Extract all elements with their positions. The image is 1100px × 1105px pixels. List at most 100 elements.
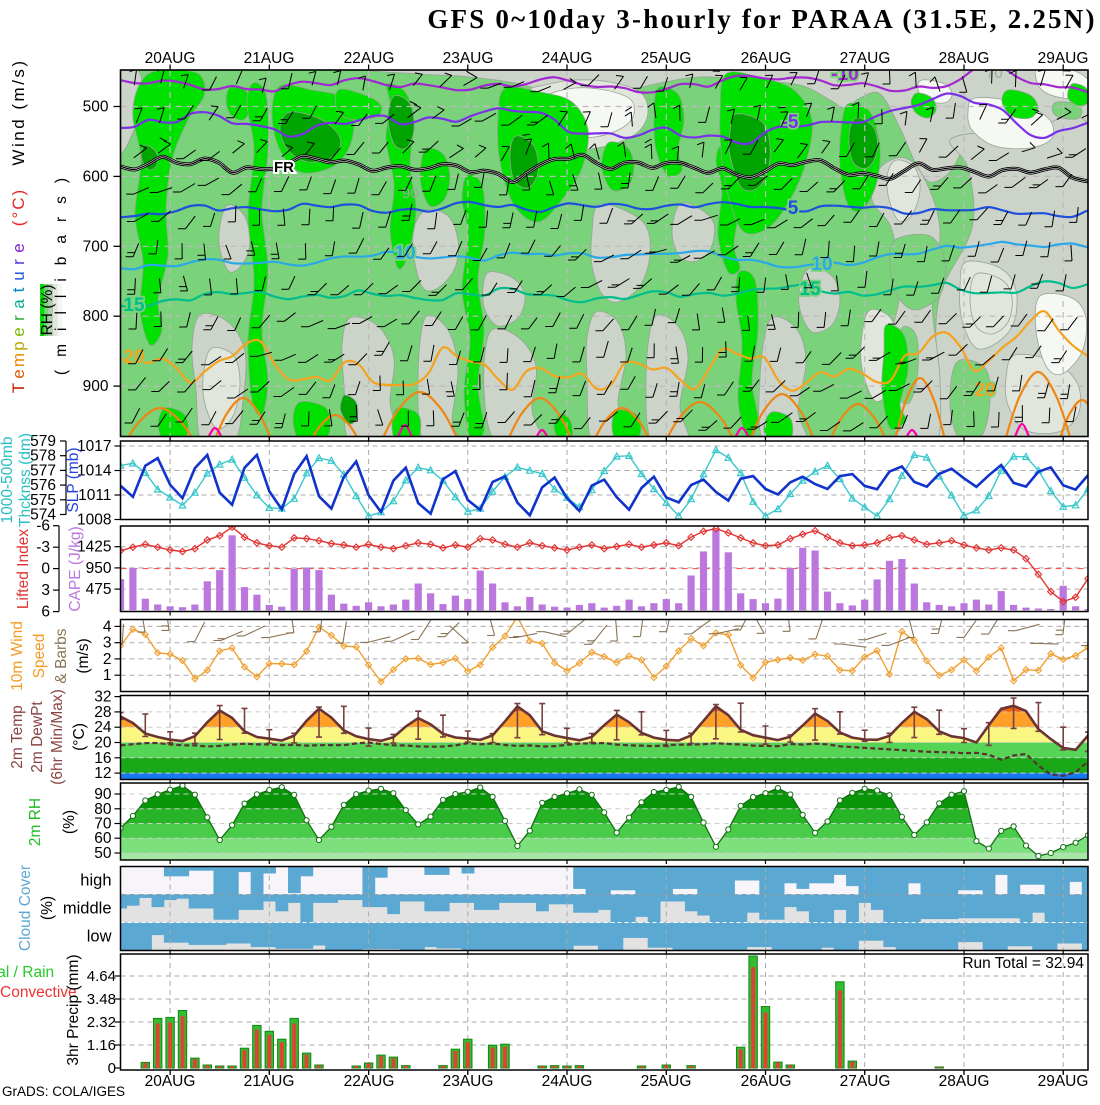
- svg-text:10: 10: [811, 254, 832, 275]
- svg-text:578: 578: [30, 448, 56, 465]
- svg-text:-5: -5: [782, 112, 799, 133]
- svg-text:15: 15: [799, 279, 821, 300]
- svg-text:6: 6: [41, 604, 50, 621]
- svg-text:GrADS: COLA/IGES: GrADS: COLA/IGES: [2, 1084, 125, 1099]
- svg-text:(6hr Min/Max): (6hr Min/Max): [49, 689, 66, 785]
- svg-text:500: 500: [83, 99, 109, 116]
- svg-text:& Barbs: & Barbs: [53, 628, 70, 683]
- svg-text:22AUG: 22AUG: [344, 50, 395, 67]
- svg-text:0: 0: [108, 1060, 116, 1077]
- svg-text:(millibars): (millibars): [53, 165, 70, 375]
- svg-text:1: 1: [103, 667, 112, 684]
- svg-text:10: 10: [394, 243, 415, 264]
- svg-text:Lifted Index: Lifted Index: [15, 529, 32, 609]
- svg-text:90: 90: [402, 185, 419, 202]
- svg-text:1.16: 1.16: [87, 1037, 116, 1054]
- svg-text:Cloud Cover: Cloud Cover: [17, 865, 34, 951]
- svg-text:3.48: 3.48: [87, 991, 116, 1008]
- svg-text:Wind (m/s): Wind (m/s): [9, 58, 28, 165]
- svg-text:3: 3: [41, 582, 50, 599]
- svg-text:t: t: [9, 287, 28, 292]
- svg-text:800: 800: [83, 308, 109, 325]
- svg-text:20AUG: 20AUG: [145, 1073, 196, 1090]
- svg-text:90: 90: [94, 786, 112, 803]
- svg-text:r: r: [9, 259, 28, 265]
- svg-text:32: 32: [94, 689, 111, 706]
- svg-text:(%): (%): [39, 896, 56, 920]
- svg-text:20: 20: [94, 735, 112, 752]
- svg-text:60: 60: [94, 830, 112, 847]
- svg-text:Convective: Convective: [0, 984, 77, 1001]
- svg-text:1008: 1008: [77, 512, 111, 529]
- svg-text:1425: 1425: [77, 539, 111, 556]
- svg-text:12: 12: [94, 765, 111, 782]
- svg-text:70: 70: [986, 65, 1003, 82]
- svg-text:5: 5: [788, 198, 799, 219]
- svg-text:-10: -10: [831, 64, 858, 85]
- svg-text:Run Total = 32.94: Run Total = 32.94: [962, 955, 1084, 972]
- svg-text:a: a: [9, 299, 28, 309]
- svg-text:Thcknss (dm): Thcknss (dm): [17, 433, 34, 527]
- svg-text:900: 900: [83, 378, 109, 395]
- svg-text:e: e: [9, 327, 28, 336]
- svg-text:576: 576: [30, 477, 56, 494]
- svg-text:50: 50: [94, 845, 112, 862]
- svg-text:20AUG: 20AUG: [145, 50, 196, 67]
- svg-text:20: 20: [123, 347, 144, 368]
- svg-text:-3: -3: [36, 539, 50, 556]
- svg-text:22AUG: 22AUG: [344, 1073, 395, 1090]
- svg-text:high: high: [80, 872, 111, 890]
- svg-text:e: e: [9, 369, 28, 378]
- svg-text:Speed: Speed: [31, 634, 48, 679]
- svg-text:-6: -6: [36, 518, 50, 535]
- svg-text:middle: middle: [63, 900, 112, 918]
- svg-text:(°C): (°C): [71, 723, 88, 751]
- svg-text:574: 574: [30, 507, 56, 524]
- svg-text:577: 577: [30, 462, 56, 479]
- svg-text:26AUG: 26AUG: [741, 1073, 792, 1090]
- svg-text:r: r: [9, 315, 28, 321]
- svg-text:p: p: [9, 341, 28, 350]
- svg-text:u: u: [9, 271, 28, 280]
- svg-text:10m Wind: 10m Wind: [9, 621, 26, 691]
- svg-text:2.32: 2.32: [87, 1014, 116, 1031]
- svg-text:29AUG: 29AUG: [1038, 50, 1089, 67]
- svg-text:29AUG: 29AUG: [1038, 1073, 1089, 1090]
- svg-text:2m Temp: 2m Temp: [9, 705, 26, 768]
- svg-text:24: 24: [94, 719, 112, 736]
- svg-text:1017: 1017: [77, 438, 111, 455]
- svg-text:20: 20: [974, 380, 995, 401]
- svg-text:m: m: [9, 353, 28, 367]
- svg-text:RH (%): RH (%): [39, 285, 56, 336]
- svg-text:(m/s): (m/s): [75, 638, 92, 673]
- svg-text:T: T: [9, 383, 28, 393]
- svg-text:70: 70: [94, 816, 112, 833]
- svg-text:575: 575: [30, 492, 56, 509]
- svg-text:21AUG: 21AUG: [244, 50, 295, 67]
- svg-text:FR: FR: [274, 159, 294, 176]
- svg-text:GFS 0~10day 3-hourly for PARAA: GFS 0~10day 3-hourly for PARAA (31.5E, 2…: [427, 4, 1096, 34]
- svg-text:950: 950: [86, 560, 112, 577]
- svg-text:80: 80: [94, 801, 112, 818]
- svg-text:0: 0: [41, 561, 50, 578]
- svg-text:579: 579: [30, 433, 56, 450]
- svg-text:4: 4: [103, 618, 112, 635]
- svg-text:(%): (%): [61, 810, 78, 834]
- svg-text:3: 3: [103, 635, 112, 652]
- svg-text:2: 2: [103, 651, 112, 668]
- svg-text:27AUG: 27AUG: [840, 1073, 891, 1090]
- svg-text:low: low: [87, 928, 112, 946]
- svg-text:28: 28: [94, 704, 111, 721]
- svg-text:24AUG: 24AUG: [542, 50, 593, 67]
- svg-text:600: 600: [83, 168, 109, 185]
- svg-text:e: e: [9, 243, 28, 252]
- svg-text:475: 475: [86, 581, 112, 598]
- svg-text:15: 15: [123, 295, 145, 316]
- svg-text:25AUG: 25AUG: [641, 50, 692, 67]
- svg-text:2m DewPt: 2m DewPt: [29, 701, 46, 773]
- svg-text:SLP (mb): SLP (mb): [65, 447, 82, 512]
- svg-text:tal / Rain: tal / Rain: [0, 964, 54, 981]
- svg-text:700: 700: [83, 238, 109, 255]
- svg-text:28AUG: 28AUG: [939, 1073, 990, 1090]
- svg-text:2m RH: 2m RH: [27, 798, 44, 846]
